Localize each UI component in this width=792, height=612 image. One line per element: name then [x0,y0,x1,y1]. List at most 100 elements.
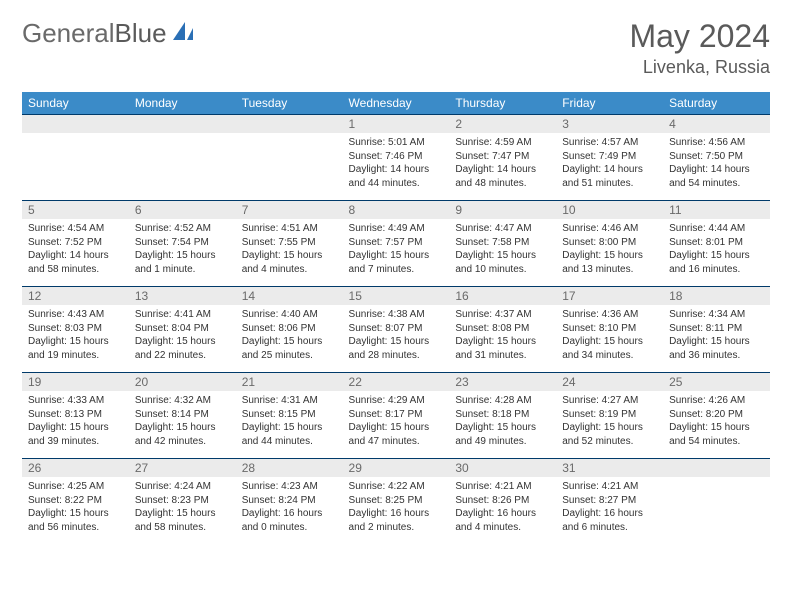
weekday-header: Tuesday [236,92,343,115]
day-details: Sunrise: 4:38 AMSunset: 8:07 PMDaylight:… [343,305,450,366]
day-cell: 17Sunrise: 4:36 AMSunset: 8:10 PMDayligh… [556,287,663,373]
day-cell: 30Sunrise: 4:21 AMSunset: 8:26 PMDayligh… [449,459,556,545]
day-number: 22 [343,373,450,391]
sunset-text: Sunset: 8:20 PM [669,408,764,422]
sunset-text: Sunset: 8:08 PM [455,322,550,336]
sunset-text: Sunset: 8:24 PM [242,494,337,508]
daylight-text: Daylight: 15 hours and 16 minutes. [669,249,764,276]
day-number: 16 [449,287,556,305]
sunrise-text: Sunrise: 4:49 AM [349,222,444,236]
daylight-text: Daylight: 15 hours and 19 minutes. [28,335,123,362]
daylight-text: Daylight: 14 hours and 44 minutes. [349,163,444,190]
daylight-text: Daylight: 15 hours and 49 minutes. [455,421,550,448]
sunset-text: Sunset: 7:47 PM [455,150,550,164]
day-cell: 12Sunrise: 4:43 AMSunset: 8:03 PMDayligh… [22,287,129,373]
day-number: 7 [236,201,343,219]
daylight-text: Daylight: 15 hours and 1 minute. [135,249,230,276]
daylight-text: Daylight: 14 hours and 48 minutes. [455,163,550,190]
day-cell: 1Sunrise: 5:01 AMSunset: 7:46 PMDaylight… [343,115,450,201]
day-details: Sunrise: 4:51 AMSunset: 7:55 PMDaylight:… [236,219,343,280]
day-cell: 6Sunrise: 4:52 AMSunset: 7:54 PMDaylight… [129,201,236,287]
day-number: 17 [556,287,663,305]
day-details: Sunrise: 4:29 AMSunset: 8:17 PMDaylight:… [343,391,450,452]
day-number: 29 [343,459,450,477]
day-details: Sunrise: 4:21 AMSunset: 8:26 PMDaylight:… [449,477,556,538]
sunset-text: Sunset: 8:17 PM [349,408,444,422]
day-number: 28 [236,459,343,477]
sunset-text: Sunset: 8:01 PM [669,236,764,250]
calendar-header-row: SundayMondayTuesdayWednesdayThursdayFrid… [22,92,770,115]
daylight-text: Daylight: 16 hours and 2 minutes. [349,507,444,534]
day-cell: 21Sunrise: 4:31 AMSunset: 8:15 PMDayligh… [236,373,343,459]
sunset-text: Sunset: 8:07 PM [349,322,444,336]
day-number: 4 [663,115,770,133]
day-number: 1 [343,115,450,133]
day-number: 27 [129,459,236,477]
day-details: Sunrise: 4:32 AMSunset: 8:14 PMDaylight:… [129,391,236,452]
daylight-text: Daylight: 14 hours and 51 minutes. [562,163,657,190]
day-details: Sunrise: 4:56 AMSunset: 7:50 PMDaylight:… [663,133,770,194]
daylight-text: Daylight: 16 hours and 6 minutes. [562,507,657,534]
day-cell: 20Sunrise: 4:32 AMSunset: 8:14 PMDayligh… [129,373,236,459]
empty-cell [22,115,129,201]
daylight-text: Daylight: 15 hours and 54 minutes. [669,421,764,448]
sunset-text: Sunset: 7:50 PM [669,150,764,164]
sunrise-text: Sunrise: 4:40 AM [242,308,337,322]
calendar-row: 26Sunrise: 4:25 AMSunset: 8:22 PMDayligh… [22,459,770,545]
daylight-text: Daylight: 14 hours and 54 minutes. [669,163,764,190]
day-number: 31 [556,459,663,477]
day-number: 12 [22,287,129,305]
sunset-text: Sunset: 8:00 PM [562,236,657,250]
day-number: 5 [22,201,129,219]
daylight-text: Daylight: 15 hours and 22 minutes. [135,335,230,362]
day-details: Sunrise: 4:49 AMSunset: 7:57 PMDaylight:… [343,219,450,280]
day-cell: 7Sunrise: 4:51 AMSunset: 7:55 PMDaylight… [236,201,343,287]
day-details: Sunrise: 4:33 AMSunset: 8:13 PMDaylight:… [22,391,129,452]
daylight-text: Daylight: 15 hours and 47 minutes. [349,421,444,448]
day-cell: 13Sunrise: 4:41 AMSunset: 8:04 PMDayligh… [129,287,236,373]
sunrise-text: Sunrise: 4:47 AM [455,222,550,236]
sunrise-text: Sunrise: 4:44 AM [669,222,764,236]
sunrise-text: Sunrise: 4:56 AM [669,136,764,150]
day-details: Sunrise: 4:43 AMSunset: 8:03 PMDaylight:… [22,305,129,366]
day-number [663,459,770,477]
day-cell: 22Sunrise: 4:29 AMSunset: 8:17 PMDayligh… [343,373,450,459]
daylight-text: Daylight: 16 hours and 4 minutes. [455,507,550,534]
day-number: 6 [129,201,236,219]
day-details: Sunrise: 4:24 AMSunset: 8:23 PMDaylight:… [129,477,236,538]
day-cell: 29Sunrise: 4:22 AMSunset: 8:25 PMDayligh… [343,459,450,545]
day-details: Sunrise: 4:47 AMSunset: 7:58 PMDaylight:… [449,219,556,280]
day-number [129,115,236,133]
sunset-text: Sunset: 7:55 PM [242,236,337,250]
day-cell: 15Sunrise: 4:38 AMSunset: 8:07 PMDayligh… [343,287,450,373]
day-details: Sunrise: 4:25 AMSunset: 8:22 PMDaylight:… [22,477,129,538]
day-details: Sunrise: 4:57 AMSunset: 7:49 PMDaylight:… [556,133,663,194]
day-cell: 31Sunrise: 4:21 AMSunset: 8:27 PMDayligh… [556,459,663,545]
sunset-text: Sunset: 8:23 PM [135,494,230,508]
weekday-header: Wednesday [343,92,450,115]
day-details: Sunrise: 4:23 AMSunset: 8:24 PMDaylight:… [236,477,343,538]
day-number: 14 [236,287,343,305]
sunset-text: Sunset: 8:03 PM [28,322,123,336]
day-details: Sunrise: 4:41 AMSunset: 8:04 PMDaylight:… [129,305,236,366]
sunset-text: Sunset: 7:46 PM [349,150,444,164]
weekday-header: Thursday [449,92,556,115]
sunset-text: Sunset: 8:13 PM [28,408,123,422]
sunset-text: Sunset: 8:18 PM [455,408,550,422]
day-details: Sunrise: 4:46 AMSunset: 8:00 PMDaylight:… [556,219,663,280]
calendar-row: 1Sunrise: 5:01 AMSunset: 7:46 PMDaylight… [22,115,770,201]
day-cell: 11Sunrise: 4:44 AMSunset: 8:01 PMDayligh… [663,201,770,287]
day-cell: 18Sunrise: 4:34 AMSunset: 8:11 PMDayligh… [663,287,770,373]
sunrise-text: Sunrise: 4:24 AM [135,480,230,494]
day-cell: 3Sunrise: 4:57 AMSunset: 7:49 PMDaylight… [556,115,663,201]
sunrise-text: Sunrise: 4:41 AM [135,308,230,322]
sunset-text: Sunset: 8:11 PM [669,322,764,336]
day-cell: 14Sunrise: 4:40 AMSunset: 8:06 PMDayligh… [236,287,343,373]
sunset-text: Sunset: 8:15 PM [242,408,337,422]
sunrise-text: Sunrise: 4:21 AM [455,480,550,494]
day-details: Sunrise: 4:26 AMSunset: 8:20 PMDaylight:… [663,391,770,452]
day-cell: 24Sunrise: 4:27 AMSunset: 8:19 PMDayligh… [556,373,663,459]
day-number: 10 [556,201,663,219]
daylight-text: Daylight: 15 hours and 28 minutes. [349,335,444,362]
sunrise-text: Sunrise: 4:33 AM [28,394,123,408]
